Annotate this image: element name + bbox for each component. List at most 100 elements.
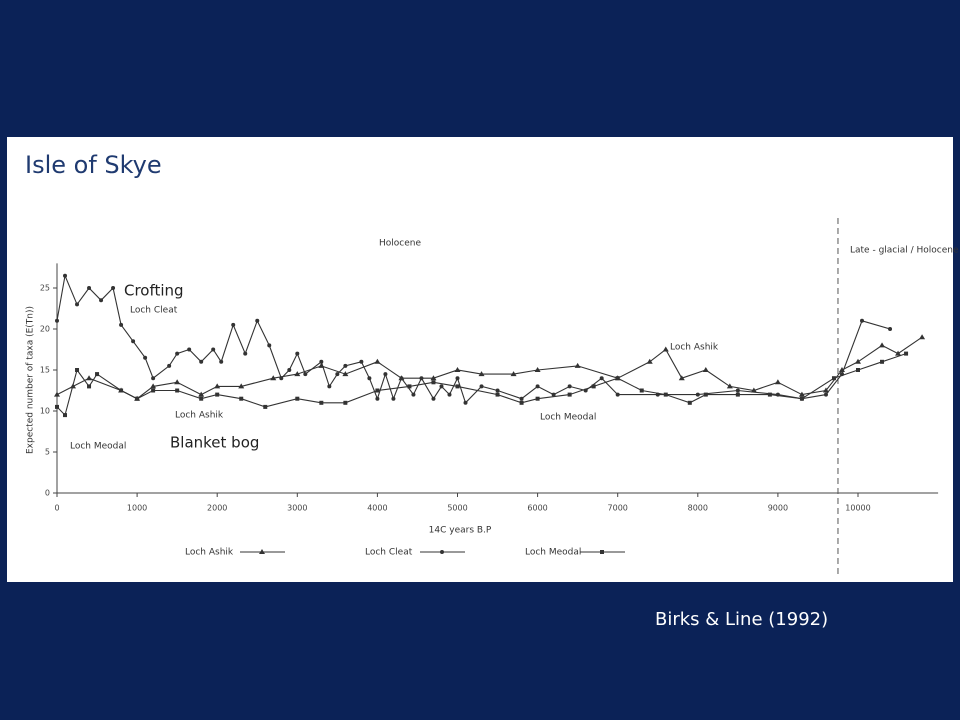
marker [822, 387, 829, 393]
y-tick-label: 10 [40, 407, 50, 416]
marker [479, 384, 484, 389]
marker [774, 379, 781, 385]
x-tick-label: 5000 [447, 504, 467, 513]
marker [399, 376, 404, 381]
source: Birks & Line (1992) [655, 609, 828, 630]
marker [860, 318, 865, 323]
marker [175, 388, 180, 393]
y-axis-label: Expected number of taxa (E(Tn)) [26, 306, 36, 454]
marker [143, 355, 148, 360]
marker [63, 413, 68, 418]
marker [327, 384, 332, 389]
marker [55, 318, 59, 323]
marker [243, 351, 248, 356]
marker [231, 322, 236, 327]
x-tick-label: 4000 [367, 504, 387, 513]
marker [703, 392, 708, 397]
x-tick-label: 10000 [845, 504, 870, 513]
marker [510, 371, 517, 377]
series-label: Loch Ashik [175, 411, 224, 421]
marker [880, 359, 885, 364]
marker [270, 375, 277, 381]
marker [135, 396, 140, 401]
marker [535, 384, 540, 389]
marker [855, 358, 861, 364]
marker [287, 368, 292, 372]
marker [119, 388, 124, 393]
x-tick-label: 8000 [688, 504, 708, 513]
marker [646, 358, 653, 364]
marker [335, 372, 340, 377]
marker [375, 388, 380, 393]
marker [662, 346, 669, 352]
marker [75, 302, 80, 307]
marker [295, 351, 300, 356]
y-tick-label: 20 [40, 325, 50, 334]
marker [214, 383, 221, 389]
marker [267, 343, 272, 348]
callout-bg [118, 279, 196, 301]
marker [238, 383, 245, 389]
marker [99, 298, 104, 303]
marker [175, 351, 180, 356]
marker [591, 384, 596, 389]
marker [823, 392, 828, 397]
marker [495, 388, 500, 393]
marker [440, 550, 444, 554]
marker [695, 392, 700, 397]
marker [478, 371, 485, 377]
marker [455, 376, 460, 381]
marker [295, 396, 300, 401]
marker [407, 384, 412, 389]
marker [374, 358, 381, 364]
marker [798, 391, 805, 397]
marker [535, 396, 540, 401]
marker [879, 342, 886, 348]
y-tick-label: 25 [40, 284, 50, 293]
marker [430, 375, 437, 381]
x-axis-label: 14C years B.P [429, 526, 492, 536]
legend-label: Loch Ashik [185, 548, 234, 558]
callout: Blanket bog [170, 434, 259, 452]
marker [551, 392, 556, 397]
marker [199, 396, 204, 401]
marker [799, 396, 804, 401]
marker [735, 388, 740, 393]
marker [663, 392, 668, 397]
marker [615, 376, 620, 381]
x-tick-label: 3000 [287, 504, 307, 513]
marker [431, 396, 436, 401]
x-tick-label: 9000 [768, 504, 788, 513]
marker [678, 375, 685, 381]
marker [150, 383, 157, 389]
marker [574, 362, 581, 368]
marker [75, 368, 80, 372]
marker [567, 392, 572, 397]
marker [87, 384, 92, 389]
marker [342, 371, 349, 377]
marker [215, 392, 220, 397]
marker [391, 396, 396, 401]
marker [639, 388, 644, 393]
marker [131, 339, 136, 344]
marker [86, 375, 93, 381]
legend-label: Loch Meodal [525, 548, 581, 558]
marker [174, 379, 181, 385]
marker [255, 318, 260, 323]
marker [294, 371, 301, 377]
marker [567, 384, 572, 389]
marker [419, 376, 424, 381]
slide-title: Isle of Skye [25, 151, 162, 179]
marker [343, 400, 348, 405]
marker [219, 359, 224, 364]
marker [519, 400, 524, 405]
marker [303, 372, 308, 377]
marker [687, 400, 692, 405]
marker [767, 392, 772, 397]
marker [534, 367, 541, 372]
marker [904, 351, 909, 356]
marker [599, 376, 604, 381]
marker [55, 404, 59, 409]
marker [263, 404, 268, 409]
x-tick-label: 0 [54, 504, 59, 513]
